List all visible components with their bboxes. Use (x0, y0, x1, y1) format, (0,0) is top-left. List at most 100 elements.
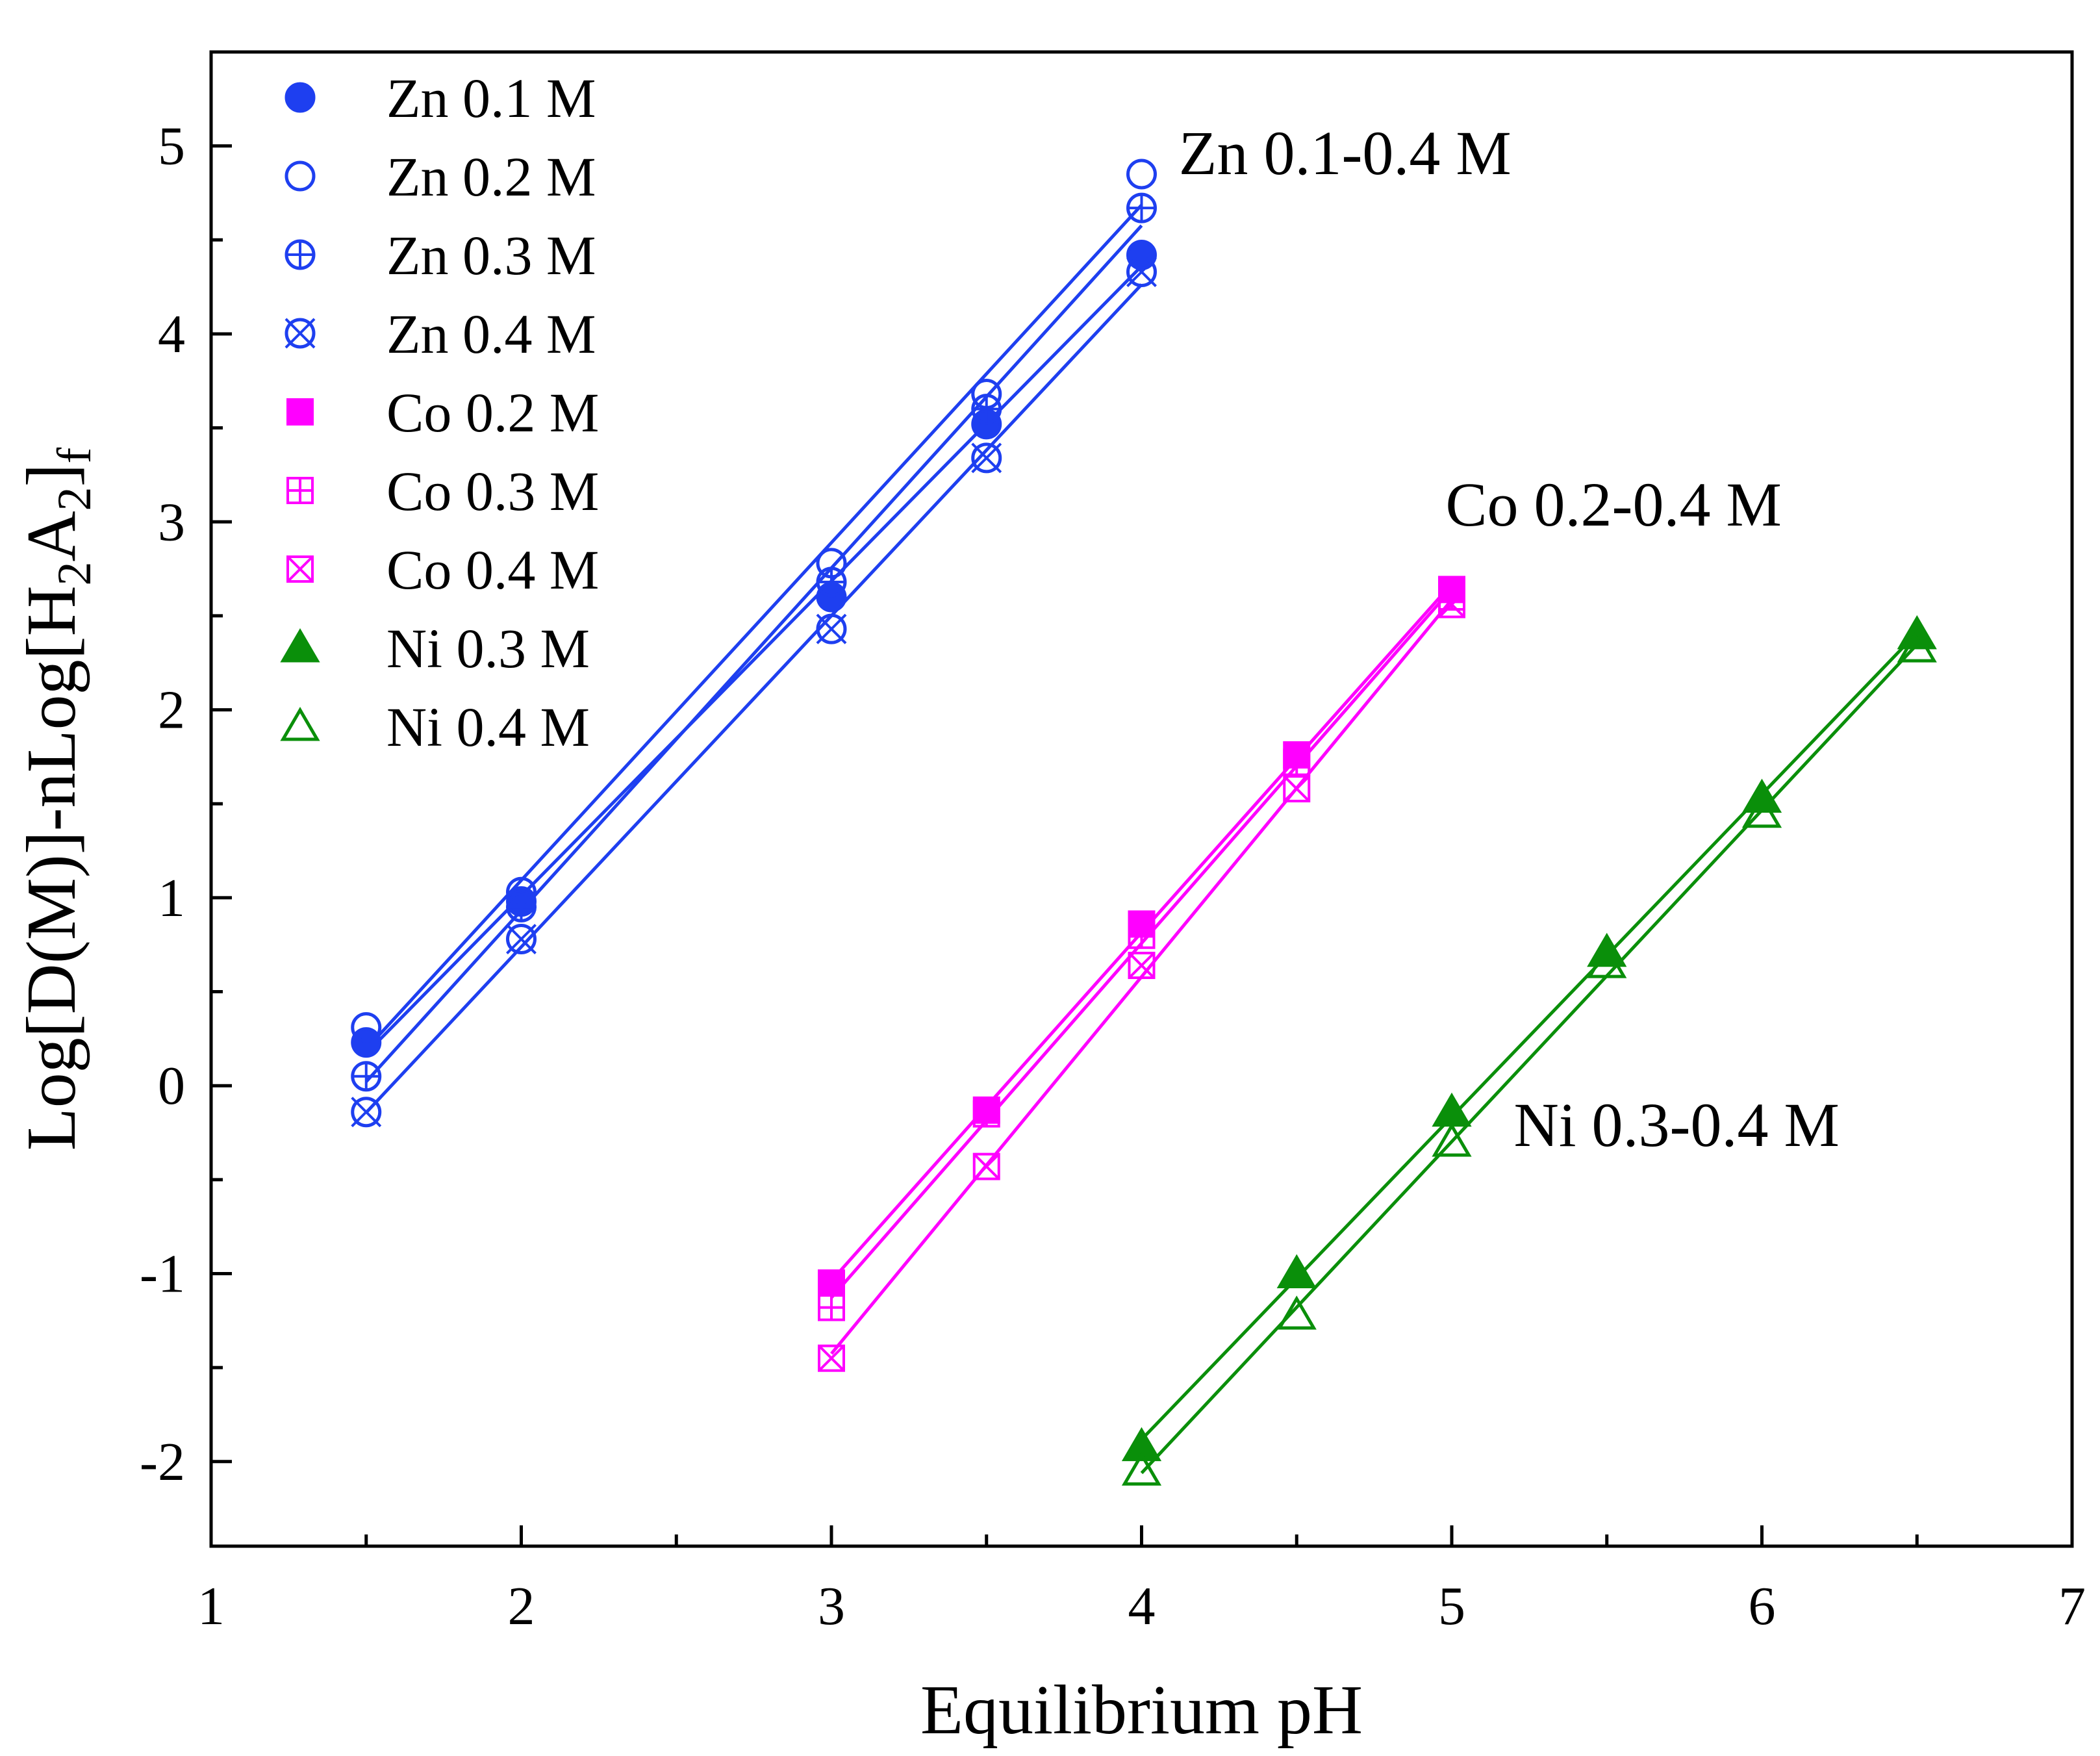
fit-line-8 (1140, 643, 1919, 1475)
data-point-glyph (816, 613, 847, 644)
legend-marker (280, 707, 320, 741)
data-point (1126, 256, 1157, 287)
x-axis-label: Equilibrium pH (920, 1672, 1363, 1749)
data-point (1283, 775, 1311, 803)
data-points (351, 159, 1937, 1486)
y-tick-label: 2 (158, 680, 185, 741)
y-axis-ticks: -2 -1 0 1 2 3 4 5 (140, 116, 232, 1492)
legend-item: Co 0.3 M (286, 460, 599, 522)
y-tick-label: 5 (158, 116, 185, 177)
legend-marker (285, 160, 316, 192)
legend-item: Zn 0.1 M (285, 67, 596, 129)
legend-item: Zn 0.4 M (285, 303, 596, 365)
x-tick-label: 2 (508, 1576, 535, 1636)
y-tick-label: 0 (158, 1056, 185, 1116)
legend: Zn 0.1 M Zn 0.2 M Zn 0.3 M Zn 0.4 M Co 0.2 M… (280, 67, 599, 758)
data-point (1121, 1451, 1162, 1486)
y-tick-label: -1 (140, 1244, 185, 1304)
y-axis-label-sub1: 2 (48, 561, 101, 585)
annotation-label: Co 0.2-0.4 M (1445, 470, 1781, 539)
series-points-2 (351, 192, 1157, 1092)
series-points-8 (1121, 628, 1937, 1486)
data-point-glyph (818, 1345, 845, 1372)
data-point-glyph (971, 442, 1002, 474)
data-point-glyph (351, 1097, 382, 1128)
legend-marker (285, 82, 316, 113)
data-point (816, 613, 847, 644)
x-tick-label: 6 (1749, 1576, 1776, 1636)
y-tick-label: 4 (158, 304, 185, 364)
data-point-glyph (1128, 952, 1155, 979)
legend-marker (286, 398, 314, 426)
legend-marker-glyph (286, 555, 314, 583)
data-point (1128, 952, 1156, 980)
legend-label: Zn 0.3 M (386, 224, 596, 286)
data-point (506, 924, 537, 955)
data-point-glyph (506, 924, 537, 954)
legend-label: Co 0.3 M (386, 460, 599, 522)
y-axis-label-sub2: 2 (48, 487, 101, 511)
y-axis-label-mid: A (13, 511, 90, 561)
x-tick-label: 7 (2058, 1576, 2086, 1636)
legend-item: Ni 0.4 M (280, 696, 590, 758)
x-tick-label: 4 (1128, 1576, 1156, 1636)
y-tick-label: -2 (140, 1432, 185, 1492)
y-tick-label: 3 (158, 492, 185, 552)
legend-marker (285, 318, 316, 349)
data-point (1587, 944, 1627, 978)
data-point (1126, 159, 1157, 190)
data-point (1897, 628, 1937, 663)
series-points-3 (351, 256, 1157, 1128)
data-point (1276, 1295, 1317, 1330)
data-point (818, 1344, 845, 1372)
fit-line-1 (364, 203, 1143, 1050)
data-point (1121, 1427, 1162, 1462)
legend-item: Zn 0.2 M (285, 146, 596, 208)
y-axis-label-main: Log[D(M)]-nLog[H (13, 585, 90, 1151)
x-tick-label: 3 (818, 1576, 845, 1636)
legend-label: Ni 0.3 M (386, 617, 590, 680)
data-point (351, 1097, 382, 1128)
data-point (972, 1152, 1000, 1180)
data-point (818, 1269, 845, 1297)
data-point (971, 442, 1002, 474)
data-point (1432, 1123, 1472, 1157)
y-axis-label-end: ] (13, 463, 90, 487)
annotation-label: Ni 0.3-0.4 M (1514, 1090, 1840, 1160)
data-point (1741, 793, 1782, 828)
legend-marker (280, 628, 320, 663)
y-axis-label-sub3: f (48, 447, 101, 463)
data-point (1438, 591, 1465, 618)
y-axis-label: Log[D(M)]-nLog[H2A2]f (13, 447, 101, 1151)
data-point-glyph (1126, 257, 1157, 287)
annotations: Zn 0.1-0.4 M Co 0.2-0.4 M Ni 0.3-0.4 M (1179, 118, 1840, 1160)
fit-line-3 (364, 283, 1143, 1114)
legend-label: Zn 0.2 M (386, 146, 596, 208)
legend-item: Co 0.2 M (286, 381, 599, 444)
legend-item: Zn 0.3 M (285, 224, 596, 286)
data-point-glyph (1283, 775, 1310, 802)
series-points-6 (818, 591, 1465, 1372)
x-tick-label: 1 (197, 1576, 225, 1636)
legend-item: Ni 0.3 M (280, 617, 590, 680)
data-point (1587, 932, 1627, 967)
legend-marker (286, 555, 314, 583)
legend-label: Ni 0.4 M (386, 696, 590, 758)
legend-label: Co 0.4 M (386, 539, 599, 601)
legend-label: Zn 0.4 M (386, 303, 596, 365)
fit-line-7 (1140, 631, 1919, 1441)
legend-marker-glyph (285, 318, 316, 349)
annotation-label: Zn 0.1-0.4 M (1179, 118, 1512, 188)
data-point-glyph (1438, 591, 1465, 618)
x-axis-ticks: 1 2 3 4 5 6 7 (197, 1525, 2086, 1636)
y-tick-label: 1 (158, 868, 185, 928)
x-tick-label: 5 (1438, 1576, 1465, 1636)
fit-line-0 (364, 264, 1143, 1055)
data-point (351, 1012, 382, 1043)
legend-item: Co 0.4 M (286, 539, 599, 601)
data-point (1276, 1254, 1317, 1289)
legend-label: Zn 0.1 M (386, 67, 596, 129)
legend-label: Co 0.2 M (386, 381, 599, 444)
